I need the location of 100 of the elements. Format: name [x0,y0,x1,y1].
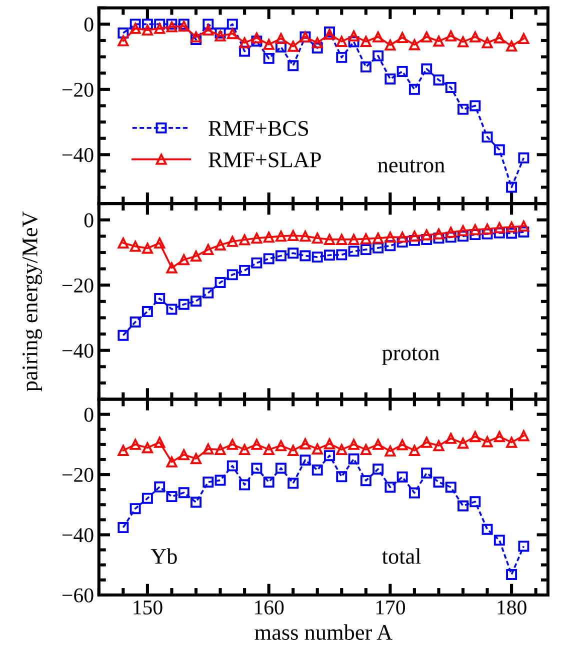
annotation: neutron [378,160,445,172]
point [458,36,468,48]
point [408,487,420,498]
point [239,479,250,490]
point [251,232,262,244]
point [324,28,335,40]
point [288,230,299,242]
point [458,104,468,115]
point [142,24,153,36]
legend-label: RMF+BCS [208,120,308,136]
legend-label: RMF+SLAP [208,152,321,168]
point [348,246,360,257]
point [226,269,238,280]
point [190,496,202,508]
point [214,30,226,42]
point [178,449,190,460]
point [118,330,129,341]
y-tick-label: −60 [62,588,94,602]
point [226,28,238,40]
point [239,46,250,57]
point [190,34,202,45]
point [275,33,286,44]
y-tick-label: −40 [62,148,94,162]
point [336,36,348,47]
point [251,438,262,450]
point [239,37,250,48]
point [421,229,432,240]
point [312,252,323,263]
point [275,462,286,474]
point [408,39,420,50]
point [494,222,505,234]
point [263,253,274,264]
x-tick-label: 160 [255,600,284,615]
point [202,443,214,454]
x-axis-title: mass number A [254,624,392,640]
point [154,293,166,304]
x-tick-label: 150 [134,600,162,615]
point [421,31,432,42]
point [324,438,335,450]
point [384,232,396,243]
annotation: total [382,548,421,564]
point [154,481,166,492]
point [360,61,372,72]
point [336,471,348,482]
y-tick-label: 0 [84,213,94,228]
point [421,234,432,245]
point [300,230,311,242]
point [251,462,262,474]
point [482,436,493,448]
point [275,440,286,452]
point [360,244,372,256]
point [518,152,530,164]
point [482,524,493,535]
point [348,453,360,464]
point [445,30,456,42]
point [372,232,384,244]
point [396,439,408,450]
point [263,476,274,488]
point [336,52,348,63]
annotation: proton [382,348,440,365]
point [360,475,372,486]
point [312,37,323,48]
point [494,32,505,44]
point [360,444,372,456]
point [470,496,481,508]
point [202,18,214,30]
point [445,232,456,243]
point [130,240,141,252]
point [360,36,372,47]
point [360,233,372,244]
point [239,264,250,276]
point [312,232,323,244]
point [154,238,166,249]
point [396,32,408,44]
point [445,482,456,493]
point [348,234,360,245]
point [372,31,384,42]
point [506,228,518,239]
point [470,31,481,42]
point [251,257,262,268]
point [433,440,444,452]
y-tick-label: −20 [62,82,94,97]
point [190,250,202,262]
point [166,491,178,502]
point [142,442,153,454]
point [494,431,505,442]
point [396,236,408,248]
point [494,227,505,238]
point [458,438,468,449]
point [494,534,505,546]
point [166,456,178,468]
point [421,436,432,448]
point [288,60,299,72]
point [190,296,202,307]
point [118,522,129,534]
point [384,446,396,457]
point [324,450,335,462]
point [518,220,530,232]
point [190,453,202,464]
point [118,35,129,46]
